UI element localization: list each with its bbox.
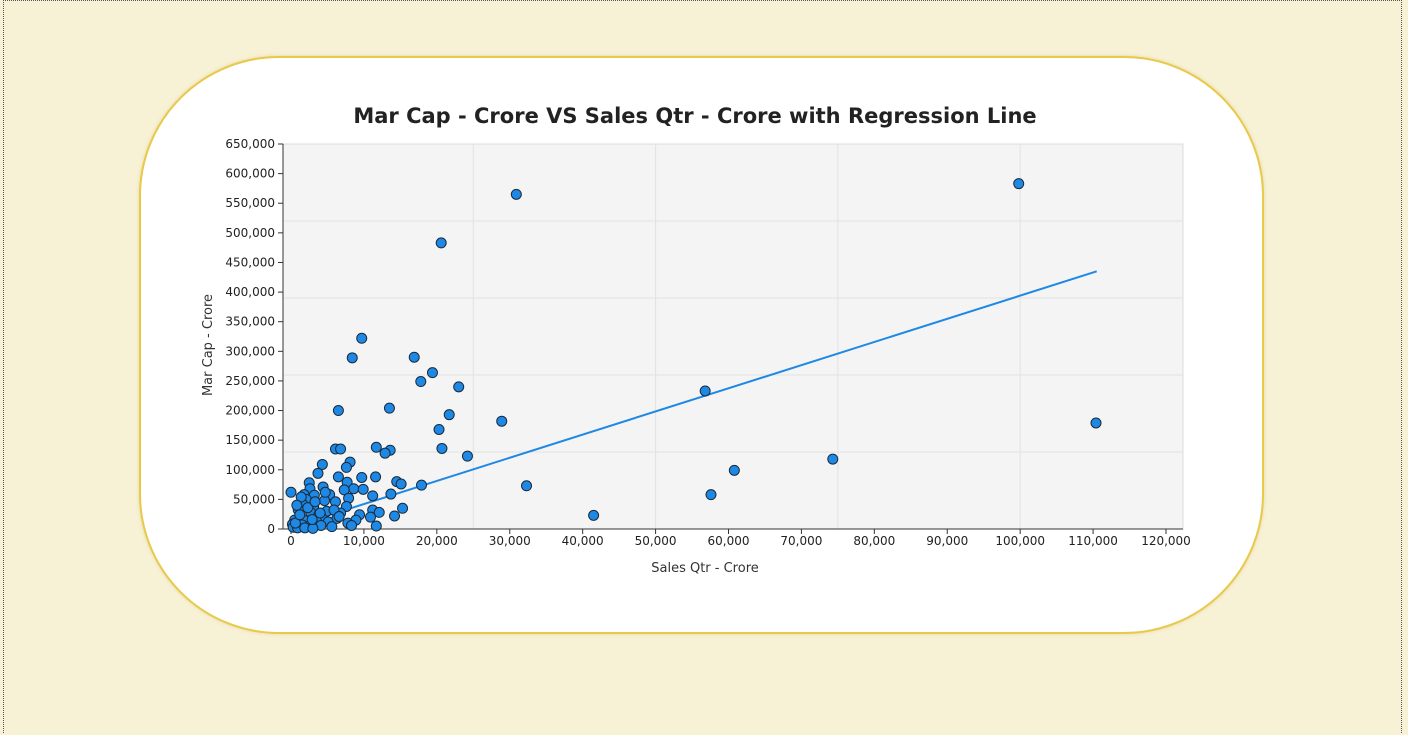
x-tick-label: 120,000 xyxy=(1141,534,1191,548)
data-point xyxy=(453,381,465,393)
data-point xyxy=(521,480,533,492)
y-tick-label: 450,000 xyxy=(225,255,275,269)
x-tick-label: 50,000 xyxy=(635,534,677,548)
data-point xyxy=(373,506,385,518)
data-point xyxy=(496,415,508,427)
y-tick-label: 150,000 xyxy=(225,433,275,447)
data-point xyxy=(389,510,401,522)
data-point xyxy=(364,511,376,523)
x-tick-label: 80,000 xyxy=(853,534,895,548)
data-point xyxy=(435,237,447,249)
data-point xyxy=(357,483,369,495)
data-point xyxy=(443,409,455,421)
axes xyxy=(282,144,1183,530)
y-tick-label: 250,000 xyxy=(225,374,275,388)
plot-area xyxy=(282,143,1184,530)
data-point xyxy=(285,486,297,498)
data-point xyxy=(356,332,368,344)
data-point xyxy=(827,453,839,465)
y-tick-label: 400,000 xyxy=(225,285,275,299)
data-point xyxy=(346,352,358,364)
data-point xyxy=(395,478,407,490)
y-tick-label: 500,000 xyxy=(225,226,275,240)
y-tick-label: 600,000 xyxy=(225,167,275,181)
data-point xyxy=(436,442,448,454)
data-point xyxy=(379,447,391,459)
x-tick-label: 110,000 xyxy=(1068,534,1118,548)
data-point xyxy=(346,519,358,531)
data-point xyxy=(397,502,409,514)
y-tick-label: 200,000 xyxy=(225,404,275,418)
chart-title: Mar Cap - Crore VS Sales Qtr - Crore wit… xyxy=(353,104,1036,128)
data-point xyxy=(332,405,344,417)
data-point xyxy=(356,471,368,483)
data-point xyxy=(426,367,438,379)
data-point xyxy=(309,496,321,508)
y-tick-label: 0 xyxy=(267,522,275,536)
data-point xyxy=(291,499,303,511)
x-tick-label: 70,000 xyxy=(780,534,822,548)
data-point xyxy=(433,423,445,435)
data-point xyxy=(728,464,740,476)
data-point xyxy=(326,521,338,533)
data-point xyxy=(699,385,711,397)
y-tick-label: 350,000 xyxy=(225,315,275,329)
y-tick-label: 550,000 xyxy=(225,196,275,210)
data-point xyxy=(312,467,324,479)
data-point xyxy=(588,509,600,521)
x-tick-label: 20,000 xyxy=(416,534,458,548)
y-tick-label: 50,000 xyxy=(233,492,275,506)
x-tick-label: 100,000 xyxy=(995,534,1045,548)
x-axis-ticks: 0 10,000 20,000 30,000 40,000 50,000 60,000 70,… xyxy=(287,529,1191,548)
data-point xyxy=(510,188,522,200)
x-tick-label: 40,000 xyxy=(562,534,604,548)
data-point xyxy=(348,483,360,495)
data-point xyxy=(294,509,306,521)
data-point xyxy=(415,376,427,388)
data-point xyxy=(1090,417,1102,429)
page-frame xyxy=(3,0,1402,733)
data-point xyxy=(316,458,328,470)
x-tick-label: 10,000 xyxy=(343,534,385,548)
data-point xyxy=(461,450,473,462)
data-points xyxy=(285,178,1102,534)
y-axis-label: Mar Cap - Crore xyxy=(201,294,216,396)
y-axis-ticks: 0 50,000 100,000 150,000 200,000 250,000 300,0… xyxy=(225,137,283,536)
data-point xyxy=(306,514,318,526)
data-point xyxy=(302,502,314,514)
data-point xyxy=(370,441,382,453)
x-tick-label: 90,000 xyxy=(926,534,968,548)
data-point xyxy=(383,402,395,414)
y-tick-label: 100,000 xyxy=(225,463,275,477)
data-point xyxy=(333,511,345,523)
data-point xyxy=(367,490,379,502)
x-tick-label: 60,000 xyxy=(708,534,750,548)
data-point xyxy=(705,489,717,501)
data-point xyxy=(370,520,382,532)
data-point xyxy=(385,488,397,500)
data-point xyxy=(416,479,428,491)
x-axis-label: Sales Qtr - Crore xyxy=(651,561,759,576)
data-point xyxy=(340,461,352,473)
data-point xyxy=(335,443,347,455)
x-tick-label: 30,000 xyxy=(489,534,531,548)
data-point xyxy=(408,351,420,363)
data-point xyxy=(332,471,344,483)
data-point xyxy=(314,507,326,519)
data-point xyxy=(319,486,331,498)
data-point xyxy=(1013,178,1025,190)
y-tick-label: 300,000 xyxy=(225,344,275,358)
y-tick-label: 650,000 xyxy=(225,137,275,151)
data-point xyxy=(370,471,382,483)
x-tick-label: 0 xyxy=(287,534,295,548)
